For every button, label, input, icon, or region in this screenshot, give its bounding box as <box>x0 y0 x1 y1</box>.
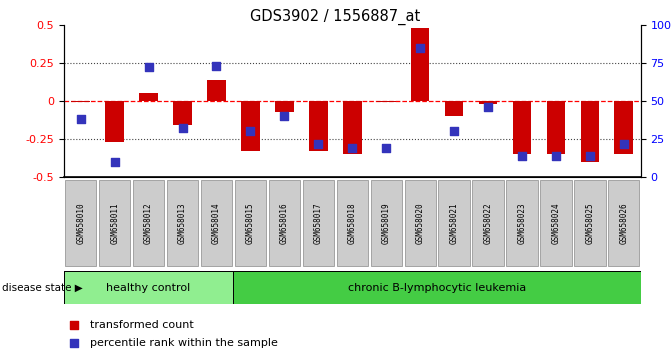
Bar <box>540 180 572 266</box>
Bar <box>207 80 226 101</box>
Text: GSM658011: GSM658011 <box>110 202 119 244</box>
Bar <box>445 101 464 116</box>
Text: GSM658022: GSM658022 <box>484 202 493 244</box>
Point <box>517 153 527 159</box>
Point <box>143 64 154 70</box>
Bar <box>65 180 97 266</box>
Text: GSM658010: GSM658010 <box>76 202 85 244</box>
Bar <box>574 180 605 266</box>
Point <box>442 227 452 233</box>
Text: GSM658013: GSM658013 <box>178 202 187 244</box>
Bar <box>99 180 130 266</box>
Bar <box>241 101 260 151</box>
Bar <box>513 101 531 154</box>
Bar <box>309 101 327 151</box>
Bar <box>472 180 504 266</box>
Point <box>75 116 86 122</box>
Point <box>313 141 323 146</box>
Text: GSM658017: GSM658017 <box>314 202 323 244</box>
Bar <box>64 271 234 304</box>
Bar <box>133 180 164 266</box>
Bar <box>411 28 429 101</box>
Bar <box>478 101 497 104</box>
Text: transformed count: transformed count <box>90 320 193 330</box>
Bar <box>337 180 368 266</box>
Text: disease state ▶: disease state ▶ <box>2 282 83 293</box>
Text: GDS3902 / 1556887_at: GDS3902 / 1556887_at <box>250 9 421 25</box>
Text: healthy control: healthy control <box>107 282 191 293</box>
Point <box>279 113 290 119</box>
Text: GSM658021: GSM658021 <box>450 202 458 244</box>
Bar <box>547 101 565 154</box>
Text: chronic B-lymphocytic leukemia: chronic B-lymphocytic leukemia <box>348 282 526 293</box>
Bar <box>269 180 300 266</box>
Text: GSM658026: GSM658026 <box>619 202 628 244</box>
Bar <box>173 101 192 125</box>
Bar <box>303 180 334 266</box>
Bar <box>370 180 402 266</box>
Point <box>482 104 493 110</box>
Bar <box>167 180 198 266</box>
Text: GSM658023: GSM658023 <box>517 202 527 244</box>
Point <box>177 125 188 131</box>
Point <box>551 153 562 159</box>
Text: GSM658024: GSM658024 <box>552 202 560 244</box>
Point <box>442 64 452 70</box>
Bar <box>71 101 90 102</box>
Bar <box>608 180 639 266</box>
Point <box>109 159 120 165</box>
Bar <box>615 101 633 154</box>
Bar <box>343 101 362 154</box>
Bar <box>580 101 599 162</box>
Text: GSM658015: GSM658015 <box>246 202 255 244</box>
Bar <box>438 180 470 266</box>
Point <box>245 129 256 134</box>
Bar <box>235 180 266 266</box>
Text: GSM658025: GSM658025 <box>585 202 595 244</box>
Text: GSM658014: GSM658014 <box>212 202 221 244</box>
Point <box>347 145 358 151</box>
Bar <box>105 101 124 142</box>
Point <box>619 141 629 146</box>
Bar <box>140 93 158 101</box>
Text: GSM658018: GSM658018 <box>348 202 357 244</box>
Text: percentile rank within the sample: percentile rank within the sample <box>90 338 278 348</box>
Point <box>415 45 425 50</box>
Point <box>584 153 595 159</box>
Text: GSM658016: GSM658016 <box>280 202 289 244</box>
Point <box>449 129 460 134</box>
Point <box>211 63 222 69</box>
Point <box>381 145 392 151</box>
Bar <box>405 180 435 266</box>
Text: GSM658012: GSM658012 <box>144 202 153 244</box>
Bar <box>201 180 232 266</box>
Bar <box>377 101 396 102</box>
Bar <box>507 180 537 266</box>
Bar <box>275 101 294 112</box>
Bar <box>234 271 641 304</box>
Text: GSM658019: GSM658019 <box>382 202 391 244</box>
Text: GSM658020: GSM658020 <box>415 202 425 244</box>
